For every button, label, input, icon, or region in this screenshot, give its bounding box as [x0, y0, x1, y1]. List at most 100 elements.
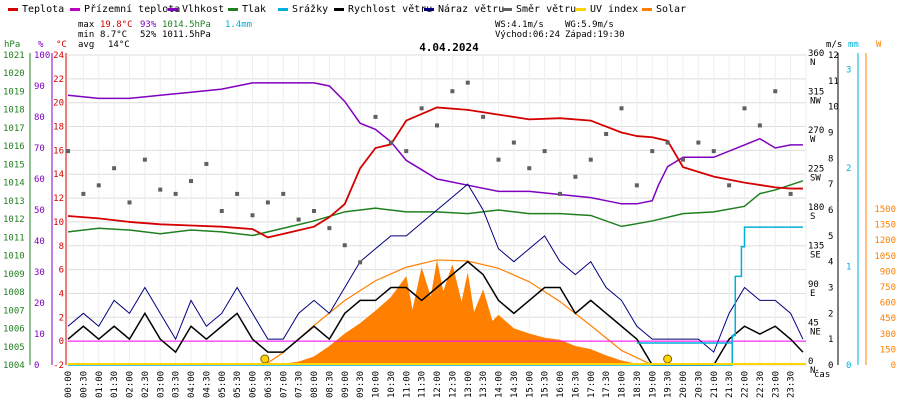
time-label: 00:00 [64, 371, 74, 398]
wind-dir-point [435, 123, 439, 128]
dir-compass-tick: NE [810, 328, 821, 338]
humidity-tick: 60 [34, 175, 45, 185]
time-label: 13:00 [464, 371, 474, 398]
pressure-tick: 1010 [3, 252, 25, 262]
legend-label: Teplota [22, 4, 64, 15]
time-label: 14:30 [510, 371, 520, 398]
temp-tick: 10 [53, 218, 64, 228]
time-label: 03:00 [156, 371, 166, 398]
wind-dir-point [727, 183, 732, 188]
time-label: 04:00 [187, 371, 197, 398]
pressure-unit: hPa [4, 40, 20, 50]
wind-dir-point [496, 157, 501, 162]
dir-compass-tick: NW [810, 97, 821, 107]
pressure-tick: 1016 [3, 142, 25, 152]
wind-dir-point [573, 174, 578, 179]
humidity-tick: 50 [34, 206, 45, 216]
stat-max-temp: 19.8°C [100, 20, 133, 30]
time-label: 05:30 [233, 371, 243, 398]
wind-dir-point [634, 183, 639, 188]
solar-tick: 0 [891, 361, 896, 371]
solar-tick: 750 [880, 283, 896, 293]
x-unit: čas [814, 369, 830, 380]
legend-swatch [228, 8, 238, 11]
pressure-tick: 1007 [3, 306, 25, 316]
temp-tick: 8 [59, 242, 64, 252]
right-axes: 0N45NE90E135SE180S225SW270W315NW360N0123… [808, 49, 896, 376]
legend-swatch [502, 8, 512, 11]
humidity-tick: 0 [34, 361, 39, 371]
dir-degree-tick: 45 [808, 319, 819, 329]
stat-min-hum: 52% [140, 30, 157, 40]
time-label: 03:30 [172, 371, 182, 398]
temperature-line [67, 106, 803, 239]
wind-dir-point [527, 166, 532, 171]
legend: Teplota Přízemní teplota Vlhkost Tlak Srážky… [8, 3, 686, 15]
uv-marker [260, 354, 270, 364]
time-label: 12:00 [433, 371, 443, 398]
dir-degree-tick: 90 [808, 280, 819, 290]
time-label: 23:00 [771, 371, 781, 398]
humidity-tick: 40 [34, 237, 45, 247]
time-label: 21:00 [710, 371, 720, 398]
time-label: 21:30 [725, 371, 735, 398]
time-label: 17:30 [602, 371, 612, 398]
time-axis: 00:00 00:30 01:00 01:30 02:00 02:30 03:00 03:30… [64, 371, 797, 398]
humidity-tick: 80 [34, 113, 45, 123]
legend-swatch [576, 8, 586, 11]
temp-tick: 0 [59, 337, 64, 347]
humidity-tick: 70 [34, 144, 45, 154]
time-label: 18:30 [633, 371, 643, 398]
temp-tick: -2 [53, 361, 64, 371]
wind-tick: 1 [828, 335, 833, 345]
wind-dir-point [650, 149, 655, 154]
legend-swatch [424, 8, 434, 11]
humidity-tick: 20 [34, 299, 45, 309]
pressure-tick: 1014 [3, 179, 25, 189]
solar-unit: W [876, 40, 882, 50]
wind-dir-point [66, 149, 70, 154]
pressure-tick: 1008 [3, 288, 25, 298]
wind-dir-point [681, 157, 685, 162]
wind-dir-point [204, 161, 209, 166]
time-label: 20:00 [679, 371, 689, 398]
time-label: 16:30 [571, 371, 581, 398]
dir-degree-tick: 360 [808, 49, 824, 59]
wind-dir-point [312, 209, 316, 213]
time-label: 22:00 [741, 371, 751, 398]
time-label: 17:00 [587, 371, 597, 398]
time-label: 09:30 [356, 371, 366, 398]
dir-degree-tick: 315 [808, 88, 824, 98]
wind-dir-point [81, 191, 86, 196]
wind-gust-line [67, 183, 804, 353]
humidity-tick: 10 [34, 330, 45, 340]
time-label: 19:00 [648, 371, 658, 398]
time-label: 02:30 [141, 371, 151, 398]
pressure-tick: 1018 [3, 106, 25, 116]
wind-dir-point [511, 140, 516, 145]
temp-tick: 18 [53, 123, 64, 133]
solar-tick: 1500 [874, 205, 896, 215]
time-label: 09:00 [341, 371, 351, 398]
wind-tick: 8 [828, 154, 833, 164]
solar-tick: 1050 [874, 252, 896, 262]
wind-tick: 5 [828, 232, 833, 242]
dir-compass-tick: S [810, 212, 815, 222]
wind-dir-point [481, 114, 486, 119]
wind-dir-point [788, 191, 793, 196]
pressure-tick: 1009 [3, 270, 25, 280]
solar-tick: 450 [880, 314, 896, 324]
pressure-tick: 1004 [3, 361, 25, 371]
sunrise-time: Východ:06:24 [495, 30, 560, 40]
time-label: 04:30 [202, 371, 212, 398]
wind-dir-point [419, 106, 424, 111]
time-label: 00:30 [79, 371, 89, 398]
humidity-tick: 30 [34, 268, 45, 278]
dir-degree-tick: 270 [808, 126, 824, 136]
pressure-tick: 1012 [3, 215, 25, 225]
temp-tick: 24 [53, 51, 64, 61]
time-label: 08:00 [310, 371, 320, 398]
solar-tick: 1350 [874, 221, 896, 231]
humidity-tick: 90 [34, 82, 45, 92]
